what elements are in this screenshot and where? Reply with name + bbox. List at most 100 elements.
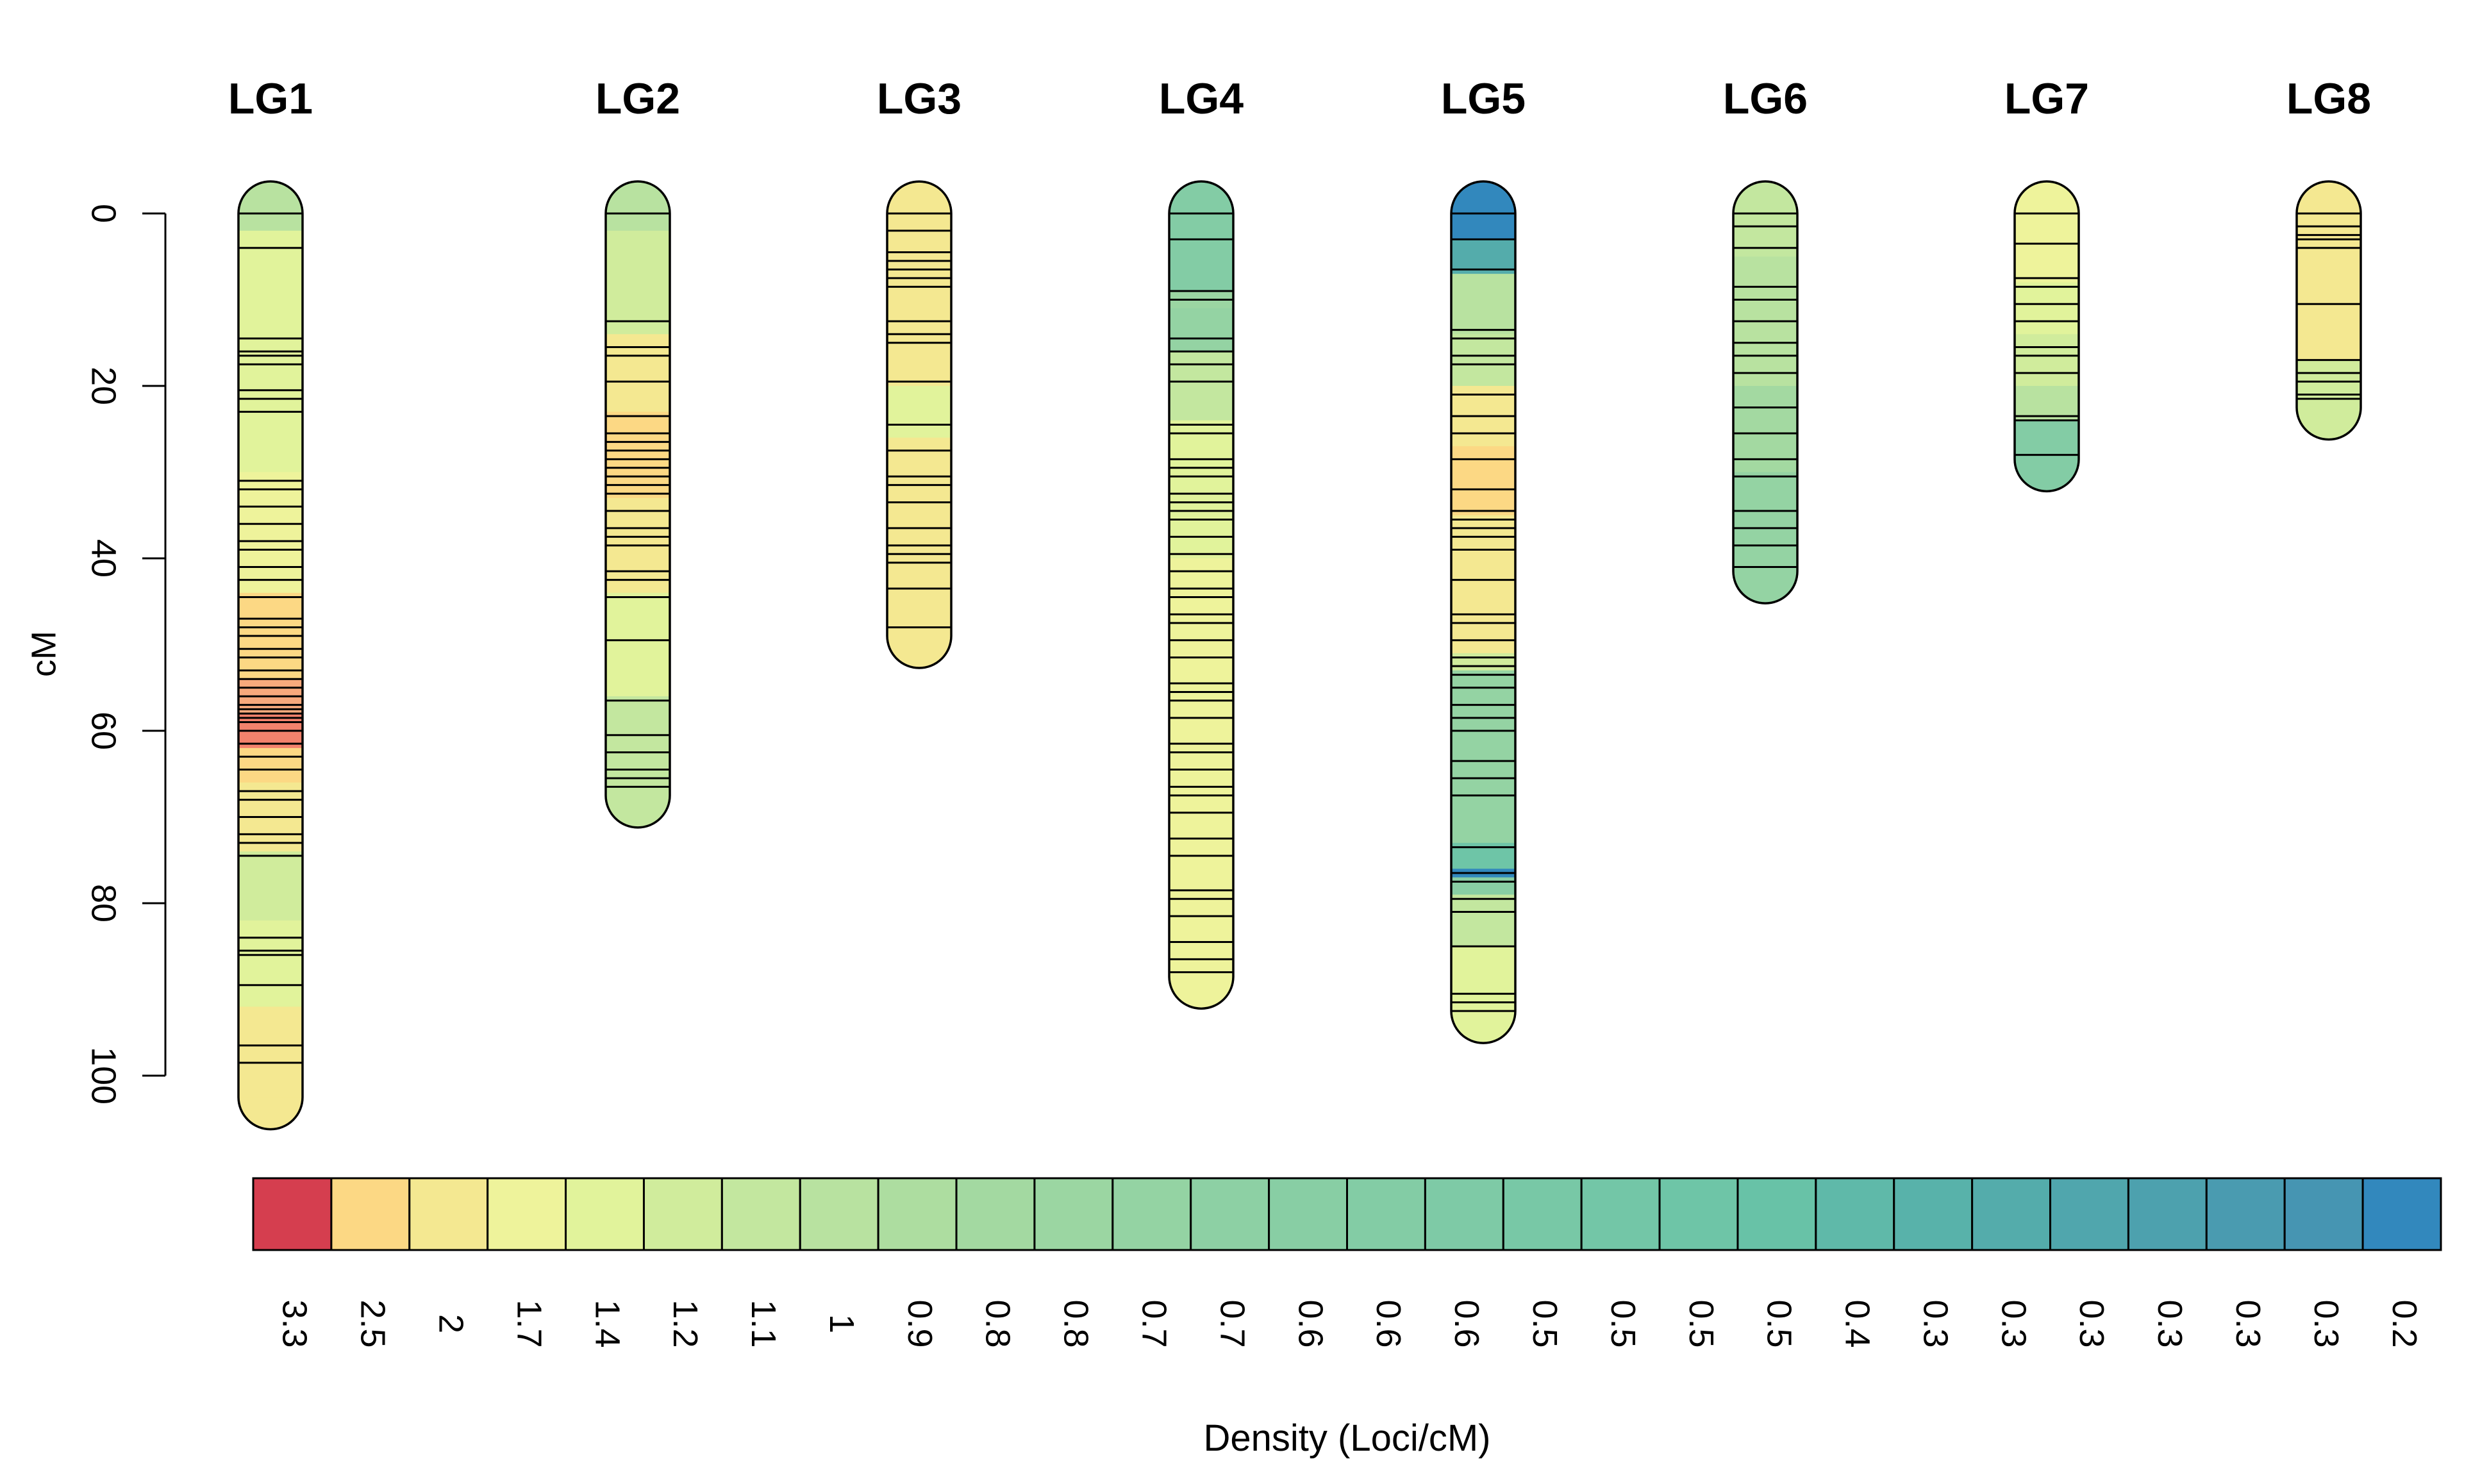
legend-label: 0.5: [1604, 1299, 1642, 1347]
density-segment: [1169, 351, 1233, 421]
legend-label: 0.7: [1135, 1299, 1174, 1347]
legend-swatch: [565, 1177, 645, 1251]
legend-label: 0.8: [979, 1299, 1017, 1347]
density-segment: [1451, 213, 1515, 240]
linkage-group-lg4: LG4: [1159, 74, 1244, 1010]
top-cap: [2297, 181, 2361, 213]
legend-swatch: [1346, 1177, 1426, 1251]
legend-swatch: [1658, 1177, 1739, 1251]
density-fill: [2015, 181, 2079, 492]
legend-swatch: [877, 1177, 958, 1251]
legend-swatch: [2127, 1177, 2208, 1251]
legend-label: 0.6: [1447, 1299, 1486, 1347]
density-segment: [1451, 946, 1515, 1012]
density-segment: [238, 592, 303, 628]
legend-swatch: [1268, 1177, 1349, 1251]
legend-label: 0.6: [1291, 1299, 1329, 1347]
legend-label: 0.3: [2229, 1299, 2267, 1347]
density-segment: [2015, 386, 2079, 421]
density-segment: [238, 472, 303, 594]
legend-label: 0.3: [1916, 1299, 1954, 1347]
top-cap: [2015, 181, 2079, 213]
linkage-group-lg5: LG5: [1441, 74, 1526, 1044]
density-segment: [238, 317, 303, 473]
density-segment: [1169, 558, 1233, 977]
legend-swatch: [1971, 1177, 2052, 1251]
legend-label: 0.3: [2151, 1299, 2189, 1347]
legend-label: 1.4: [588, 1299, 626, 1347]
linkage-group-title: LG3: [877, 74, 961, 123]
chromosome-outline: [1168, 180, 1235, 1010]
density-segment: [1451, 670, 1515, 844]
density-fill: [606, 181, 670, 828]
density-segment: [238, 213, 303, 231]
top-cap: [606, 181, 670, 213]
linkage-group-title: LG7: [2004, 74, 2089, 123]
density-segment: [1169, 420, 1233, 559]
density-segment: [2297, 360, 2361, 408]
legend-swatch: [1502, 1177, 1583, 1251]
bottom-cap: [238, 1097, 303, 1130]
density-segment: [1451, 653, 1515, 671]
density-fill: [1733, 181, 1797, 604]
density-segment: [1451, 239, 1515, 274]
density-segment: [606, 412, 670, 499]
density-fill: [1169, 181, 1233, 1009]
linkage-group-lg6: LG6: [1723, 74, 1808, 604]
density-segment: [2297, 256, 2361, 361]
density-segment: [1451, 274, 1515, 335]
legend-swatch: [487, 1177, 567, 1251]
legend-label: 3.3: [276, 1299, 314, 1347]
density-segment: [238, 920, 303, 1007]
linkage-group-title: LG8: [2286, 74, 2371, 123]
density-segment: [887, 386, 951, 438]
top-cap: [1733, 181, 1797, 213]
chromosome-outline: [237, 180, 304, 1131]
top-cap: [1169, 181, 1233, 213]
y-tick-label: 40: [85, 539, 123, 578]
density-fill: [238, 181, 303, 1130]
legend-label: 0.6: [1369, 1299, 1408, 1347]
density-segment: [606, 696, 670, 796]
density-segment: [606, 230, 670, 335]
y-tick-label: 60: [85, 712, 123, 750]
y-axis: 0 20 40 60 80 100: [85, 204, 167, 1105]
y-tick-label: 80: [85, 884, 123, 922]
density-segment: [238, 747, 303, 783]
y-tick-label: 100: [85, 1047, 123, 1105]
legend-label: 0.4: [1838, 1299, 1877, 1347]
density-segment: [606, 592, 670, 646]
density-fill: [1451, 181, 1515, 1044]
density-segment: [1451, 515, 1515, 654]
density-fill: [2297, 181, 2361, 440]
legend-swatch: [2361, 1177, 2442, 1251]
legend-swatch: [720, 1177, 801, 1251]
y-tick-label: 0: [85, 204, 123, 223]
y-axis-label: cM: [24, 631, 63, 677]
density-segment: [2015, 334, 2079, 387]
density-segment: [1733, 472, 1797, 572]
linkage-group-title: LG4: [1159, 74, 1244, 123]
legend-label: 1.1: [744, 1299, 783, 1347]
bottom-cap: [1169, 976, 1233, 1009]
linkage-group-lg2: LG2: [595, 74, 680, 829]
legend-swatch: [2049, 1177, 2129, 1251]
bottom-cap: [887, 636, 951, 668]
linkage-group-title: LG1: [228, 74, 313, 123]
legend-swatch: [1893, 1177, 1974, 1251]
density-segment: [1451, 894, 1515, 947]
legend-swatch: [1815, 1177, 1895, 1251]
density-segment: [1451, 446, 1515, 516]
legend-label: 0.3: [1994, 1299, 2033, 1347]
linkage-group-lg1: LG1: [228, 74, 313, 1131]
legend-swatch: [642, 1177, 723, 1251]
density-legend: 3.3 2.5 2 1.7 1.4 1.2 1.1 1 0.9 0.8 0.8 0.7 0.7 0.6 0.…: [252, 1177, 2442, 1348]
top-cap: [1451, 181, 1515, 213]
chromosome-outline: [1732, 180, 1799, 604]
linkage-group-title: LG5: [1441, 74, 1526, 123]
legend-swatch: [1424, 1177, 1504, 1251]
density-segment: [606, 213, 670, 231]
chromosome-groups: LG1 LG2 LG3 LG4 LG5 LG6 LG7 LG8: [228, 74, 2371, 1131]
legend-swatch: [252, 1177, 333, 1251]
